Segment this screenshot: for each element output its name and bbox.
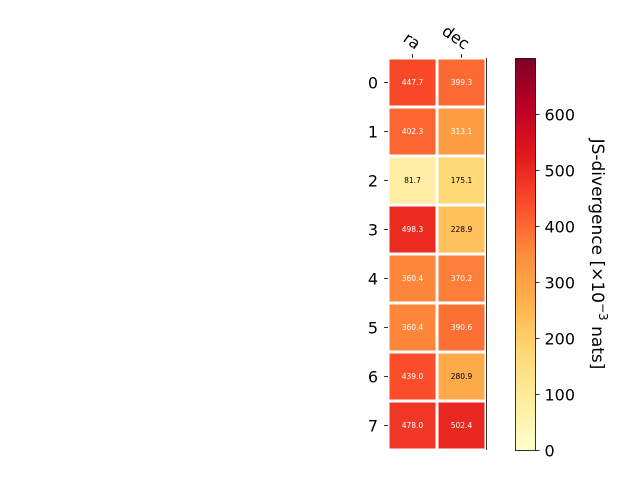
cell-value-label: 439.0 <box>402 372 424 381</box>
row-tick-label: 5 <box>368 319 378 338</box>
row-tick-label: 2 <box>368 172 378 191</box>
heatmap-cell <box>389 206 436 253</box>
cell-value-label: 313.1 <box>451 127 473 136</box>
heatmap-cell <box>438 157 485 204</box>
colorbar-gradient <box>515 58 536 451</box>
heatmap-cell <box>389 353 436 400</box>
heatmap-cell <box>389 59 436 106</box>
cell-value-label: 81.7 <box>404 176 421 185</box>
colorbar-ticks: 0 100 200 300 400 500 600 <box>535 106 576 461</box>
row-tick-label: 6 <box>368 368 378 387</box>
heatmap-cell <box>438 304 485 351</box>
heatmap-cell <box>438 353 485 400</box>
heatmap-cell <box>389 402 436 449</box>
column-tick-label: dec <box>439 21 473 53</box>
colorbar-tick-label: 300 <box>545 274 576 293</box>
heatmap-cell <box>389 157 436 204</box>
cell-value-label: 502.4 <box>451 421 473 430</box>
colorbar-label-exponent: −3 <box>596 303 610 321</box>
cell-value-label: 360.4 <box>402 323 424 332</box>
heatmap-cell <box>438 402 485 449</box>
heatmap-cell <box>389 108 436 155</box>
colorbar-tick-label: 400 <box>545 218 576 237</box>
cell-value-label: 402.3 <box>402 127 424 136</box>
colorbar-tick-label: 0 <box>545 442 555 461</box>
colorbar-tick-label: 100 <box>545 386 576 405</box>
column-ticks: ra dec <box>400 21 473 58</box>
row-tick-label: 7 <box>368 417 378 436</box>
colorbar: 0 100 200 300 400 500 600 JS-divergence [×10−3… <box>515 58 610 461</box>
row-tick-label: 4 <box>368 270 378 289</box>
colorbar-label-suffix: nats] <box>587 321 607 370</box>
row-tick-label: 0 <box>368 74 378 93</box>
heatmap-cell <box>389 255 436 302</box>
heatmap-cell <box>438 108 485 155</box>
cell-value-label: 399.3 <box>451 78 473 87</box>
colorbar-tick-label: 600 <box>545 106 576 125</box>
colorbar-label: JS-divergence [×10−3 nats] <box>587 138 610 370</box>
heatmap-cell <box>438 59 485 106</box>
cell-value-label: 478.0 <box>402 421 424 430</box>
row-tick-label: 3 <box>368 221 378 240</box>
cell-value-label: 498.3 <box>402 225 424 234</box>
heatmap-cell <box>389 304 436 351</box>
heatmap-cell <box>438 255 485 302</box>
cell-value-label: 370.2 <box>451 274 473 283</box>
cell-value-label: 390.6 <box>451 323 473 332</box>
cell-value-label: 360.4 <box>402 274 424 283</box>
heatmap-axes: 447.7 399.3 402.3 313.1 81.7 175.1 498.3 228.9 3… <box>368 21 487 450</box>
row-ticks: 0 1 2 3 4 5 6 7 <box>368 74 388 436</box>
colorbar-tick-label: 500 <box>545 162 576 181</box>
cell-value-label: 280.9 <box>451 372 473 381</box>
colorbar-tick-label: 200 <box>545 330 576 349</box>
column-tick-label: ra <box>400 28 424 53</box>
row-tick-label: 1 <box>368 123 378 142</box>
cell-value-label: 228.9 <box>451 225 473 234</box>
cell-value-label: 175.1 <box>451 176 473 185</box>
heatmap-cell <box>438 206 485 253</box>
cell-value-label: 447.7 <box>402 78 424 87</box>
heatmap-cells: 447.7 399.3 402.3 313.1 81.7 175.1 498.3 228.9 3… <box>389 59 485 449</box>
